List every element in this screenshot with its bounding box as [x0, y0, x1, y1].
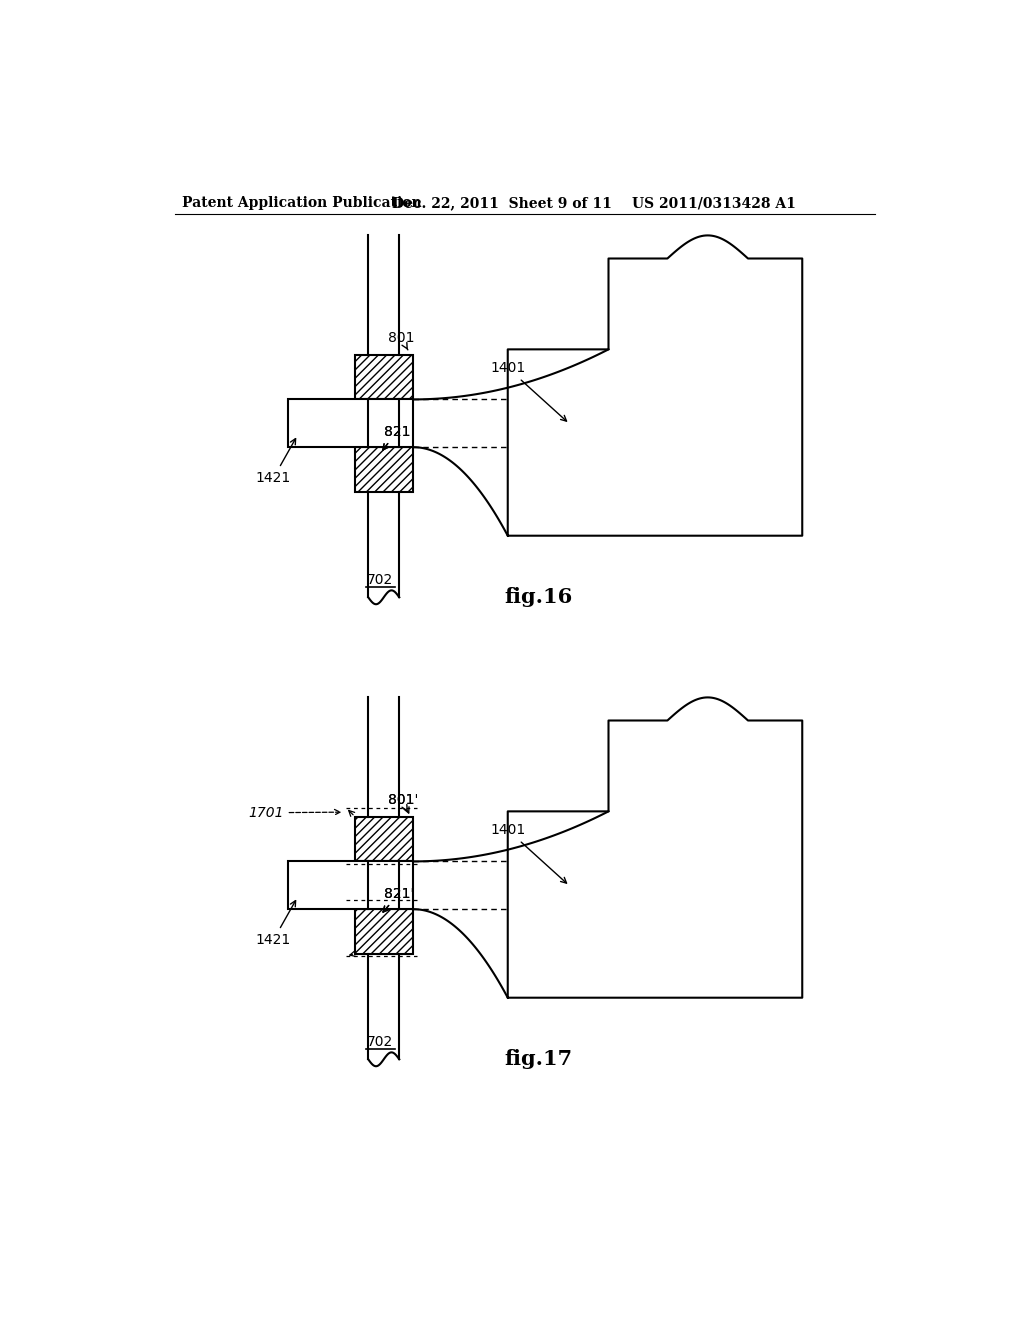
Text: 702: 702: [367, 1035, 393, 1049]
Text: 1421: 1421: [256, 900, 296, 946]
Text: 821': 821': [383, 887, 414, 912]
Text: 702: 702: [367, 573, 393, 587]
Bar: [355, 355, 414, 400]
Text: 1401: 1401: [490, 362, 566, 421]
Text: 821': 821': [383, 887, 414, 912]
Bar: [289, 400, 414, 447]
Text: 801: 801: [388, 331, 414, 350]
Text: 801: 801: [388, 792, 414, 812]
Bar: [289, 862, 414, 909]
Text: 821: 821: [383, 425, 411, 450]
Text: 801': 801': [388, 792, 418, 813]
Text: US 2011/0313428 A1: US 2011/0313428 A1: [632, 197, 796, 210]
Text: 821: 821: [383, 425, 411, 450]
Bar: [355, 909, 414, 954]
Text: 1421: 1421: [256, 438, 296, 484]
Text: 1401: 1401: [490, 824, 566, 883]
Bar: [355, 817, 414, 862]
Text: fig.16: fig.16: [505, 587, 572, 607]
Text: fig.17: fig.17: [505, 1049, 572, 1069]
Text: 1701: 1701: [248, 805, 340, 820]
Text: Dec. 22, 2011  Sheet 9 of 11: Dec. 22, 2011 Sheet 9 of 11: [391, 197, 611, 210]
Text: Patent Application Publication: Patent Application Publication: [182, 197, 422, 210]
Bar: [355, 447, 414, 492]
